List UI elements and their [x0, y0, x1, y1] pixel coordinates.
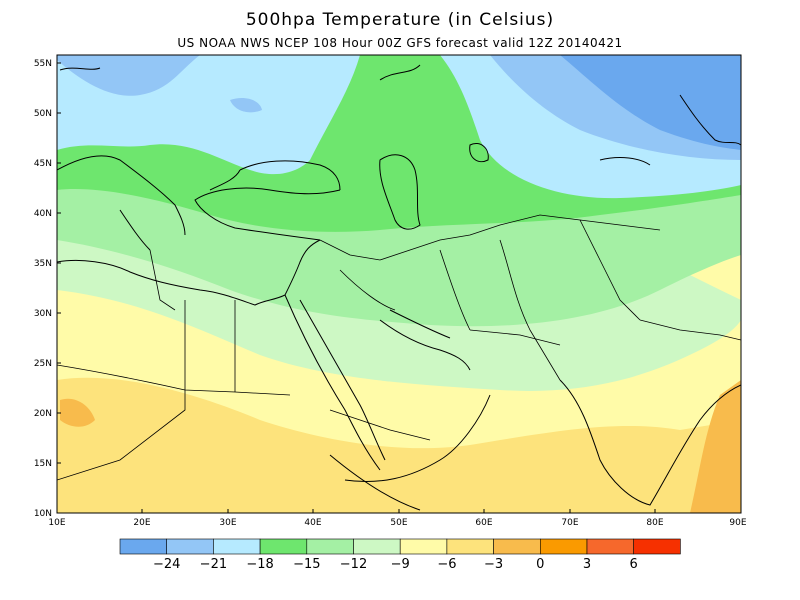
legend-label: 3: [583, 557, 591, 572]
legend-swatches: [119, 538, 681, 555]
latitude-axis: 10N 15N 20N 25N 30N 35N 40N 45N 50N 55N: [34, 59, 52, 519]
lat-label: 35N: [34, 259, 52, 269]
longitude-ticks: [141, 509, 656, 513]
legend-label: −12: [340, 557, 367, 572]
legend-swatch: [119, 538, 168, 555]
lat-label: 40N: [34, 209, 52, 219]
legend-swatch: [539, 538, 588, 555]
lat-label: 15N: [34, 459, 52, 469]
legend-swatch: [166, 538, 214, 555]
borders: [57, 214, 741, 481]
legend-swatch: [493, 538, 541, 555]
coastlines: [57, 64, 741, 511]
lon-label: 80E: [646, 518, 663, 528]
lat-label: 45N: [34, 159, 52, 169]
legend-swatch: [633, 538, 681, 555]
legend-label: −15: [293, 557, 320, 572]
legend-labels: −24 −21 −18 −15 −12 −9 −6 −3 0 3 6: [153, 557, 638, 572]
lon-label: 30E: [219, 518, 236, 528]
legend-label: −6: [437, 557, 456, 572]
lat-label: 30N: [34, 309, 52, 319]
legend-swatch: [213, 538, 261, 555]
legend-label: −3: [484, 557, 503, 572]
legend-label: 0: [536, 557, 544, 572]
lat-label: 25N: [34, 359, 52, 369]
legend-label: −18: [246, 557, 273, 572]
lat-label: 50N: [34, 109, 52, 119]
legend-swatch: [586, 538, 635, 555]
page-title: 500hpa Temperature (in Celsius): [245, 10, 555, 30]
legend-label: 6: [630, 557, 638, 572]
lat-label: 10N: [34, 509, 52, 519]
temperature-field: [57, 55, 741, 513]
lon-label: 50E: [390, 518, 407, 528]
lon-label: 90E: [729, 518, 746, 528]
lon-label: 60E: [475, 518, 492, 528]
lon-label: 10E: [48, 518, 65, 528]
legend-swatch: [259, 538, 308, 555]
lat-label: 20N: [34, 409, 52, 419]
lon-label: 70E: [561, 518, 578, 528]
lat-label: 55N: [34, 59, 52, 69]
legend-swatch: [306, 538, 354, 555]
legend-swatch: [353, 538, 401, 555]
longitude-axis: 10E 20E 30E 40E 50E 60E 70E 80E 90E: [48, 518, 746, 528]
latitude-ticks: [57, 62, 61, 464]
legend-label: −21: [200, 557, 227, 572]
legend-swatch: [399, 538, 448, 555]
legend-label: −24: [153, 557, 180, 572]
lon-label: 40E: [304, 518, 321, 528]
legend-swatch: [446, 538, 494, 555]
lon-label: 20E: [133, 518, 150, 528]
legend-label: −9: [391, 557, 410, 572]
page-subtitle: US NOAA NWS NCEP 108 Hour 00Z GFS foreca…: [177, 36, 623, 50]
